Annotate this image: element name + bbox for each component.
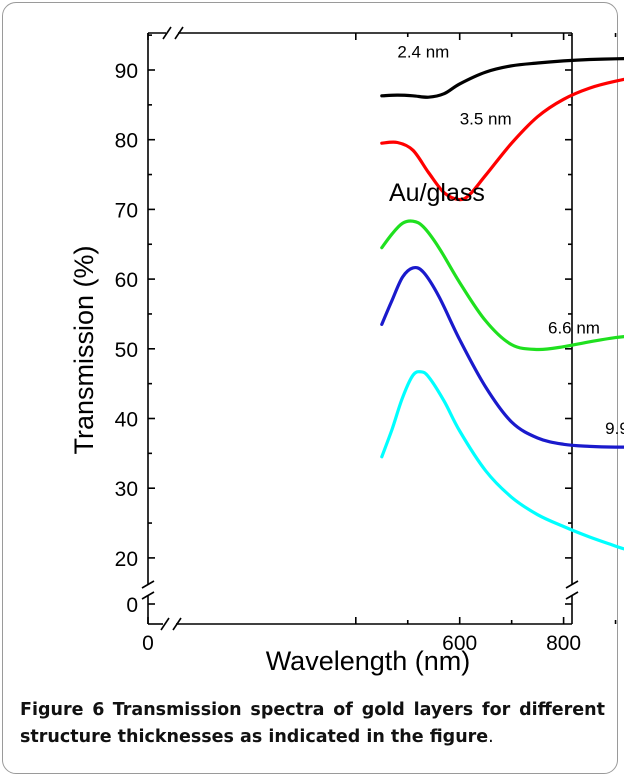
figure-frame — [2, 2, 618, 774]
figure-caption: Figure 6 Transmission spectra of gold la… — [20, 697, 605, 751]
y-tick-label: 40 — [115, 409, 138, 432]
left-break-b — [141, 591, 155, 600]
series-line-9-9-nm — [380, 265, 624, 449]
series-label-3-5-nm: 3.5 nm — [460, 109, 512, 128]
transmission-chart: 0203040506070809006008001000 2.4 nm3.5 n… — [69, 26, 624, 676]
right-break-b — [565, 591, 579, 600]
series-line-3-5-nm — [380, 77, 624, 202]
left-break-a — [141, 580, 155, 589]
top-break-a — [162, 26, 172, 40]
right-break-a — [565, 580, 579, 589]
bottom-break-b — [172, 617, 182, 631]
series-label-2-4-nm: 2.4 nm — [397, 42, 449, 61]
series-line-2-4-nm — [380, 57, 624, 99]
caption-period: . — [488, 727, 494, 747]
y-tick-label: 90 — [115, 60, 138, 83]
series-label-6-6-nm: 6.6 nm — [548, 318, 600, 337]
y-tick-label: 50 — [115, 339, 138, 362]
x-tick-label: 800 — [546, 632, 581, 655]
x-tick-label: 0 — [142, 632, 154, 655]
series-line-6-6-nm — [380, 219, 624, 352]
y-tick-label: 70 — [115, 199, 138, 222]
y-tick-label: 0 — [126, 594, 138, 617]
bottom-break-a — [160, 617, 170, 631]
series-line-19-5-nm — [380, 370, 624, 551]
y-tick-label: 20 — [115, 548, 138, 571]
x-tick-label: 600 — [442, 632, 477, 655]
y-tick-label: 80 — [115, 130, 138, 153]
x-axis-label: Wavelength (nm) — [266, 646, 471, 676]
figure-caption-text: Transmission spectra of gold layers for … — [20, 700, 605, 747]
au-glass-annotation: Au/glass — [389, 179, 485, 207]
ticks: 0203040506070809006008001000 — [115, 33, 617, 655]
figure-label: Figure 6 — [20, 700, 105, 720]
y-tick-label: 60 — [115, 269, 138, 292]
labels-group: 2.4 nm3.5 nm6.6 nm9.9 nm19.5 nm — [397, 42, 624, 438]
y-axis-label: Transmission (%) — [69, 245, 99, 454]
axes — [141, 26, 579, 631]
series-label-9-9-nm: 9.9 nm — [605, 419, 624, 438]
y-tick-label: 30 — [115, 478, 138, 501]
series-group — [380, 57, 624, 551]
top-break-b — [174, 26, 184, 40]
